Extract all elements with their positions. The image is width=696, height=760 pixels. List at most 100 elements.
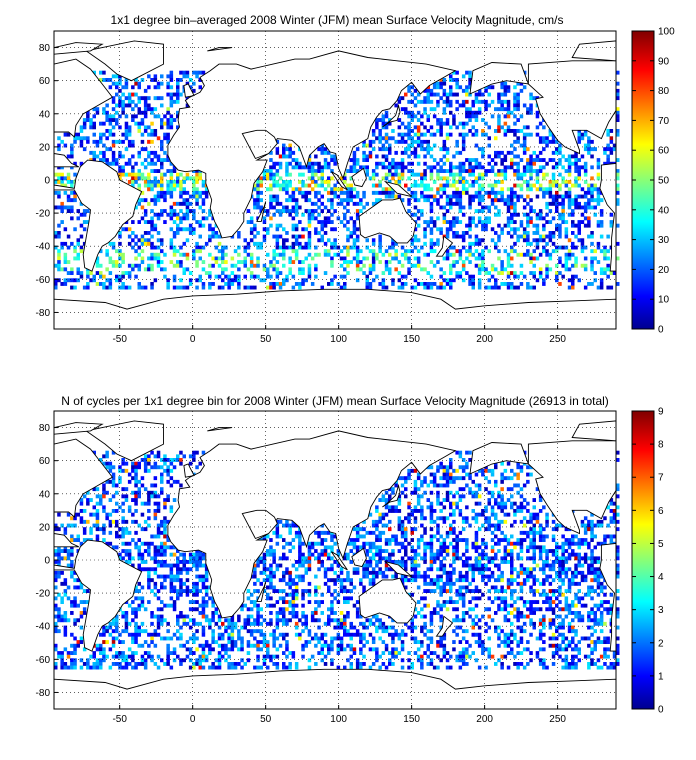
data-cell <box>153 567 158 572</box>
data-cell <box>124 552 129 557</box>
data-cell <box>535 278 540 283</box>
data-cell <box>590 249 594 254</box>
data-cell <box>513 161 517 166</box>
data-cell <box>548 194 553 199</box>
data-cell <box>529 574 533 579</box>
data-cell <box>272 560 276 564</box>
data-cell <box>89 498 93 502</box>
data-cell <box>156 260 161 264</box>
data-cell <box>526 530 530 535</box>
data-cell <box>439 85 443 90</box>
data-cell <box>127 103 132 108</box>
data-cell <box>558 574 562 579</box>
data-cell <box>487 103 491 108</box>
data-cell <box>79 136 84 141</box>
data-cell <box>404 183 408 188</box>
data-cell <box>461 165 466 170</box>
data-cell <box>147 172 151 177</box>
map-panel-cycles: N of cycles per 1x1 degree bin for 2008 … <box>36 394 664 725</box>
data-cell <box>500 103 504 108</box>
data-cell <box>410 110 414 115</box>
data-cell <box>140 458 145 462</box>
data-cell <box>404 545 408 550</box>
data-cell <box>481 556 485 561</box>
data-cell <box>542 139 546 144</box>
data-cell <box>182 563 186 568</box>
data-cell <box>330 154 334 159</box>
data-cell <box>494 541 498 546</box>
data-cell <box>140 190 145 195</box>
data-cell <box>208 282 212 286</box>
data-cell <box>522 143 527 148</box>
data-cell <box>548 574 553 579</box>
data-cell <box>503 85 508 90</box>
data-cell <box>314 267 318 272</box>
data-cell <box>526 241 530 246</box>
data-cell <box>603 256 607 261</box>
data-cell <box>355 567 360 572</box>
data-cell <box>596 570 601 575</box>
data-cell <box>359 578 363 583</box>
data-cell <box>522 570 527 575</box>
data-cell <box>140 147 145 152</box>
data-cell <box>156 136 161 141</box>
data-cell <box>590 154 594 159</box>
data-cell <box>596 198 601 203</box>
data-cell <box>349 198 353 203</box>
data-cell <box>378 245 382 250</box>
data-cell <box>330 227 334 232</box>
data-cell <box>429 527 434 532</box>
data-cell <box>272 180 276 184</box>
data-cell <box>381 252 386 257</box>
data-cell <box>567 256 572 261</box>
data-cell <box>169 172 174 177</box>
data-cell <box>275 238 280 243</box>
data-cell <box>201 198 206 203</box>
data-cell <box>237 260 241 264</box>
data-cell <box>176 96 180 101</box>
data-cell <box>73 227 77 232</box>
data-cell <box>442 143 447 148</box>
data-cell <box>609 538 614 542</box>
data-cell <box>105 454 109 459</box>
data-cell <box>558 567 562 572</box>
data-cell <box>166 465 170 470</box>
data-cell <box>522 538 527 542</box>
data-cell <box>400 139 405 144</box>
data-cell <box>555 274 559 279</box>
data-cell <box>140 483 145 488</box>
data-cell <box>510 234 514 239</box>
data-cell <box>558 143 562 148</box>
data-cell <box>564 190 569 195</box>
data-cell <box>131 556 135 561</box>
data-cell <box>590 241 594 246</box>
data-cell <box>172 585 177 590</box>
data-cell <box>352 545 357 550</box>
data-cell <box>481 249 485 254</box>
data-cell <box>590 534 594 539</box>
data-cell <box>63 267 68 272</box>
data-cell <box>375 570 379 575</box>
data-cell <box>474 143 479 148</box>
data-cell <box>339 198 344 203</box>
data-cell <box>599 220 604 224</box>
data-cell <box>176 216 180 221</box>
data-cell <box>519 538 524 542</box>
data-cell <box>484 563 488 568</box>
data-cell <box>253 570 257 575</box>
data-cell <box>555 150 559 155</box>
data-cell <box>63 556 68 561</box>
data-cell <box>596 172 601 177</box>
data-cell <box>352 201 357 206</box>
data-cell <box>310 201 315 206</box>
data-cell <box>314 541 318 546</box>
data-cell <box>230 282 235 286</box>
data-cell <box>471 570 475 575</box>
data-cell <box>291 274 296 279</box>
data-cell <box>327 180 331 184</box>
data-cell <box>166 278 170 283</box>
data-cell <box>381 154 386 159</box>
data-cell <box>143 567 148 572</box>
data-cell <box>394 256 398 261</box>
data-cell <box>468 487 472 492</box>
